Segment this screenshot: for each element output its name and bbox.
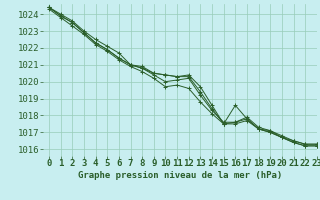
X-axis label: Graphe pression niveau de la mer (hPa): Graphe pression niveau de la mer (hPa) xyxy=(78,171,282,180)
